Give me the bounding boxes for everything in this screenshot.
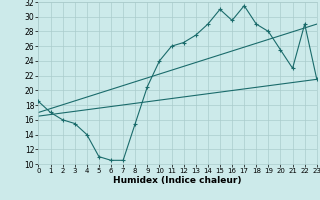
- X-axis label: Humidex (Indice chaleur): Humidex (Indice chaleur): [113, 176, 242, 185]
